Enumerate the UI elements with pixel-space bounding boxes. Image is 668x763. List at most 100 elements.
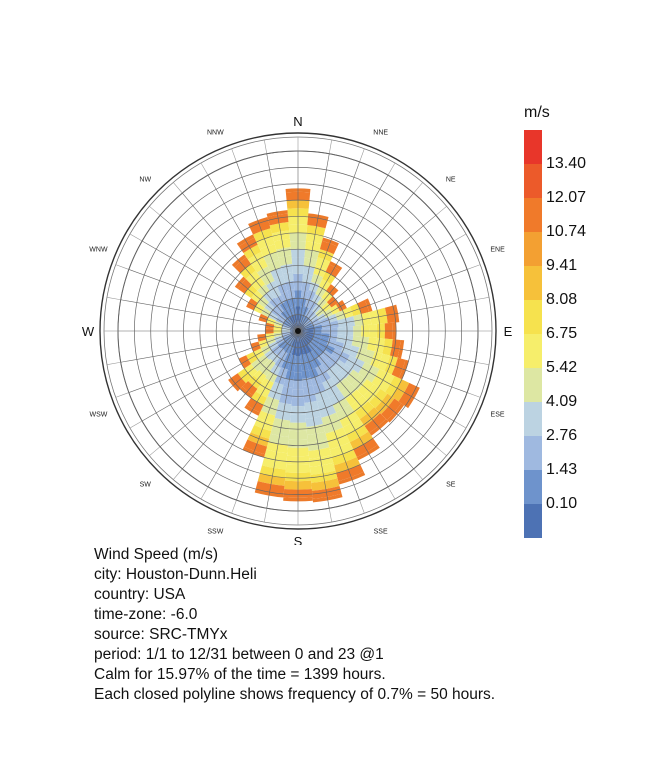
rose-tick: [467, 392, 481, 398]
legend-color-segment: [524, 470, 542, 504]
rose-sector-segment: [309, 462, 336, 475]
rose-radial-line: [297, 330, 414, 470]
rose-radial-line: [266, 330, 299, 509]
rose-tick: [359, 500, 365, 514]
rose-radial-line: [297, 161, 360, 332]
rose-sector-segment: [280, 263, 293, 275]
rose-sector-segment: [264, 449, 288, 462]
legend-tick-label: 6.75: [546, 325, 578, 342]
rose-radial-line: [297, 269, 468, 332]
rose-sector-segment: [336, 334, 346, 344]
rose-tick: [435, 206, 447, 216]
rose-sector-segment: [303, 393, 317, 403]
legend-tick-label: 10.74: [546, 223, 587, 240]
legend-color-segment: [524, 198, 542, 232]
rose-sector-segment: [305, 233, 324, 245]
rose-sector-segment: [281, 386, 294, 397]
legend-tick-label: 1.43: [546, 461, 578, 478]
rose-sector-segment: [301, 369, 311, 379]
direction-label-w: W: [82, 324, 95, 339]
rose-radial-line: [120, 299, 299, 332]
rose-sector-segment: [343, 335, 354, 346]
rose-radial-line: [297, 330, 476, 363]
rose-sector-segment: [272, 417, 291, 429]
rose-radial-line: [182, 192, 299, 332]
direction-label-s: S: [294, 534, 303, 545]
rose-sector-segment: [351, 335, 362, 348]
legend-tick-label: 9.41: [546, 257, 578, 274]
rose-radial-line: [266, 153, 299, 332]
rose-radial-line: [159, 330, 299, 447]
rose-radial-line: [159, 215, 299, 332]
rose-sector-segment: [287, 362, 296, 372]
rose-radial-line: [297, 330, 437, 447]
legend-tick-label: 0.10: [546, 495, 578, 512]
rose-tick: [413, 468, 423, 480]
rose-radial-line: [297, 330, 360, 501]
info-calm: Calm for 15.97% of the time = 1399 hours…: [94, 666, 386, 683]
rose-sector-segment: [299, 306, 305, 316]
rose-radial-line: [297, 153, 330, 332]
rose-sector-segment: [311, 478, 340, 491]
rose-sector-segment: [285, 370, 295, 380]
rose-sector-segment: [274, 238, 291, 250]
rose-tick: [359, 148, 365, 162]
rose-tick: [115, 264, 129, 270]
rose-tick: [475, 361, 490, 365]
rose-tick: [328, 508, 332, 523]
rose-radial-line: [182, 330, 299, 470]
rose-radial-line: [297, 330, 468, 393]
rose-radial-line: [128, 269, 299, 332]
rose-sector-segment: [300, 354, 307, 363]
rose-sector-segment: [384, 305, 396, 324]
rose-sector-segment: [304, 408, 321, 419]
rose-sector-segment: [310, 470, 338, 483]
rose-sector-segment: [265, 333, 275, 340]
rose-radial-line: [297, 174, 389, 332]
rose-tick: [173, 182, 183, 194]
rose-sector-segment: [267, 213, 289, 226]
rose-sector-segment: [328, 333, 338, 342]
direction-label-ese: ESE: [491, 412, 505, 419]
rose-sector-segment: [302, 385, 315, 395]
rose-radial-line: [297, 330, 389, 488]
rose-tick: [231, 500, 237, 514]
direction-label-ssw: SSW: [207, 529, 223, 536]
legend-color-segment: [524, 334, 542, 368]
rose-sector-segment: [303, 257, 318, 268]
rose-sector-segment: [309, 455, 334, 467]
rose-radial-line: [297, 330, 455, 422]
rose-tick: [475, 297, 490, 301]
rose-sector-segment: [300, 290, 309, 300]
rose-tick: [264, 508, 268, 523]
rose-sector-segment: [273, 324, 283, 330]
rose-tick: [115, 392, 129, 398]
rose-tick: [106, 361, 121, 365]
legend-tick-label: 12.07: [546, 189, 587, 206]
legend-color-segment: [524, 402, 542, 436]
legend-tick-label: 2.76: [546, 427, 578, 444]
rose-sector-segment: [300, 362, 309, 371]
rose-tick: [387, 162, 396, 176]
rose-sector-segment: [300, 298, 307, 308]
rose-sector-segment: [320, 333, 330, 340]
rose-tick: [413, 182, 423, 194]
rose-sector-segment: [305, 416, 323, 427]
rose-radial-line: [236, 161, 299, 332]
rose-sector-segment: [377, 307, 388, 324]
rose-sector-segment: [305, 241, 322, 252]
info-text-block: Wind Speed (m/s) city: Houston-Dunn.Heli…: [94, 545, 495, 705]
legend-color-segment: [524, 368, 542, 402]
info-period: period: 1/1 to 12/31 between 0 and 23 @1: [94, 646, 384, 663]
legend-tick-label: 13.40: [546, 155, 587, 172]
rose-radial-line: [297, 215, 437, 332]
rose-center-dot: [295, 328, 301, 334]
legend-tick-label: 4.09: [546, 393, 578, 410]
direction-label-n: N: [293, 114, 302, 129]
rose-sector-segment: [269, 222, 290, 234]
rose-sector-segment: [278, 255, 293, 266]
direction-label-sw: SW: [140, 482, 152, 489]
rose-sector-segment: [361, 311, 372, 326]
